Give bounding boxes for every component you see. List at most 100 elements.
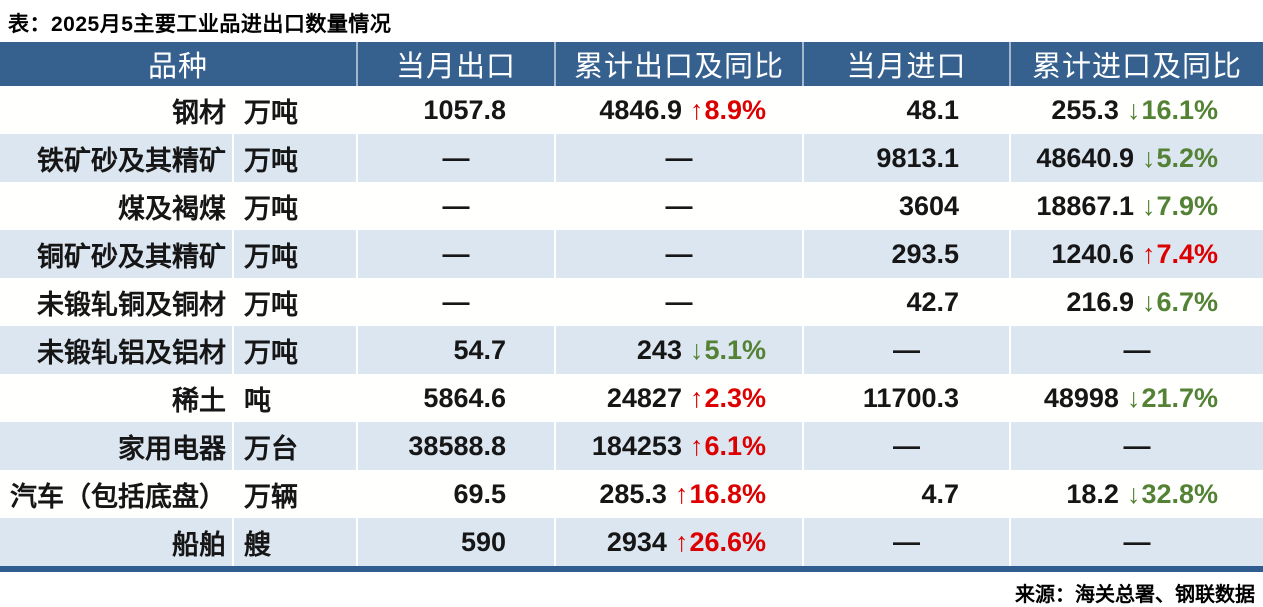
cell-unit: 万吨 (231, 326, 358, 374)
table-row: 未锻轧铜及铜材 万吨 — — 42.7 216.9 ↓6.7% (0, 278, 1263, 326)
cumulative-value: 24827 (606, 382, 682, 413)
up-arrow-icon: ↑ (689, 382, 704, 413)
column-header-export-cumulative: 累计出口及同比 (554, 42, 804, 86)
table-header: 品种 当月出口 累计出口及同比 当月进口 累计进口及同比 (0, 42, 1263, 86)
yoy-percent: 8.9% (704, 94, 767, 125)
cell-import-cumulative: 216.9 ↓6.7% (1009, 278, 1263, 326)
yoy-percent: 6.1% (704, 430, 767, 461)
column-header-import-month: 当月进口 (802, 42, 1011, 86)
table-row: 铁矿砂及其精矿 万吨 — — 9813.1 48640.9 ↓5.2% (0, 134, 1263, 182)
cell-export-month: — (356, 278, 556, 326)
cumulative-value: 4846.9 (599, 94, 682, 125)
down-arrow-icon: ↓ (1141, 142, 1156, 173)
cell-product-name: 汽车（包括底盘） (10, 481, 226, 512)
cell-export-cumulative: 2934 ↑26.6% (554, 518, 804, 566)
cell-export-cumulative: 24827 ↑2.3% (554, 374, 804, 422)
cell-export-month: 1057.8 (356, 86, 556, 134)
cell-export-cumulative: 4846.9 ↑8.9% (554, 86, 804, 134)
down-arrow-icon: ↓ (1126, 382, 1141, 413)
cell-import-cumulative: — (1009, 326, 1263, 374)
yoy-percent: 2.3% (704, 382, 767, 413)
table-row: 船舶 艘 590 2934 ↑26.6% — — (0, 518, 1263, 566)
cell-import-cumulative: 255.3 ↓16.1% (1009, 86, 1263, 134)
cell-import-month: 4.7 (802, 470, 1011, 518)
table-row: 稀土 吨 5864.6 24827 ↑2.3% 11700.3 48998 ↓21.… (0, 374, 1263, 422)
cumulative-value: 285.3 (599, 478, 667, 509)
cell-product-name: 钢材 (172, 97, 226, 128)
cell-export-month: 5864.6 (356, 374, 556, 422)
cumulative-value: 255.3 (1051, 94, 1119, 125)
cell-export-month: — (356, 182, 556, 230)
cell-import-month: — (802, 422, 1011, 470)
down-arrow-icon: ↓ (1141, 286, 1156, 317)
cell-product-name: 船舶 (172, 529, 226, 560)
cell-unit: 万吨 (231, 86, 358, 134)
yoy-percent: 6.7% (1156, 286, 1219, 317)
down-arrow-icon: ↓ (1141, 190, 1156, 221)
cell-export-month: 54.7 (356, 326, 556, 374)
down-arrow-icon: ↓ (1126, 94, 1141, 125)
cell-import-cumulative: 48640.9 ↓5.2% (1009, 134, 1263, 182)
cumulative-value: 18.2 (1066, 478, 1119, 509)
cell-export-month: 590 (356, 518, 556, 566)
table-row: 汽车（包括底盘） 万辆 69.5 285.3 ↑16.8% 4.7 18.2 ↓32… (0, 470, 1263, 518)
yoy-percent: 16.8% (689, 478, 767, 509)
cell-import-cumulative: 48998 ↓21.7% (1009, 374, 1263, 422)
cumulative-value: 216.9 (1066, 286, 1134, 317)
cumulative-value: 1240.6 (1051, 238, 1134, 269)
cell-product-name: 煤及褐煤 (118, 193, 226, 224)
cell-unit: 万吨 (231, 134, 358, 182)
cell-product-name: 稀土 (172, 385, 226, 416)
cell-unit: 吨 (231, 374, 358, 422)
table-row: 未锻轧铝及铝材 万吨 54.7 243 ↓5.1% — — (0, 326, 1263, 374)
data-source: 来源：海关总署、钢联数据 (1015, 584, 1255, 606)
up-arrow-icon: ↑ (689, 94, 704, 125)
yoy-percent: 5.1% (704, 334, 767, 365)
cell-unit: 万吨 (231, 230, 358, 278)
up-arrow-icon: ↑ (674, 526, 689, 557)
cell-import-cumulative: 18867.1 ↓7.9% (1009, 182, 1263, 230)
cell-import-month: 48.1 (802, 86, 1011, 134)
cell-import-cumulative: — (1009, 422, 1263, 470)
cell-export-cumulative: — (554, 278, 804, 326)
table-row: 煤及褐煤 万吨 — — 3604 18867.1 ↓7.9% (0, 182, 1263, 230)
yoy-percent: 32.8% (1141, 478, 1219, 509)
cumulative-value: 48998 (1043, 382, 1119, 413)
cell-export-cumulative: — (554, 182, 804, 230)
down-arrow-icon: ↓ (689, 334, 704, 365)
cumulative-value: 48640.9 (1036, 142, 1134, 173)
table-row: 家用电器 万台 38588.8 184253 ↑6.1% — — (0, 422, 1263, 470)
cumulative-value: 2934 (606, 526, 667, 557)
cell-import-month: 42.7 (802, 278, 1011, 326)
cell-export-month: — (356, 134, 556, 182)
yoy-percent: 26.6% (689, 526, 767, 557)
cell-unit: 万吨 (231, 278, 358, 326)
table-bottom-bar (0, 566, 1263, 572)
cumulative-value: 243 (636, 334, 682, 365)
cell-export-cumulative: 285.3 ↑16.8% (554, 470, 804, 518)
header-row: 品种 当月出口 累计出口及同比 当月进口 累计进口及同比 (0, 42, 1263, 86)
cell-import-month: — (802, 326, 1011, 374)
cell-product-name: 铜矿砂及其精矿 (37, 241, 226, 272)
cell-unit: 万吨 (231, 182, 358, 230)
cell-export-month: — (356, 230, 556, 278)
table-body: 钢材 万吨 1057.8 4846.9 ↑8.9% 48.1 255.3 ↓16.1… (0, 86, 1263, 566)
table-row: 铜矿砂及其精矿 万吨 — — 293.5 1240.6 ↑7.4% (0, 230, 1263, 278)
cell-export-cumulative: — (554, 230, 804, 278)
cell-unit: 艘 (231, 518, 358, 566)
cell-import-month: 11700.3 (802, 374, 1011, 422)
column-header-export-month: 当月出口 (356, 42, 556, 86)
yoy-percent: 5.2% (1156, 142, 1219, 173)
column-header-variety: 品种 (0, 42, 358, 86)
cell-import-cumulative: 1240.6 ↑7.4% (1009, 230, 1263, 278)
cell-import-month: 9813.1 (802, 134, 1011, 182)
yoy-percent: 7.4% (1156, 238, 1219, 269)
cell-product-name: 家用电器 (118, 433, 226, 464)
table-row: 钢材 万吨 1057.8 4846.9 ↑8.9% 48.1 255.3 ↓16.1… (0, 86, 1263, 134)
cell-unit: 万辆 (231, 470, 358, 518)
up-arrow-icon: ↑ (674, 478, 689, 509)
cell-import-month: — (802, 518, 1011, 566)
up-arrow-icon: ↑ (1141, 238, 1156, 269)
cell-export-cumulative: — (554, 134, 804, 182)
